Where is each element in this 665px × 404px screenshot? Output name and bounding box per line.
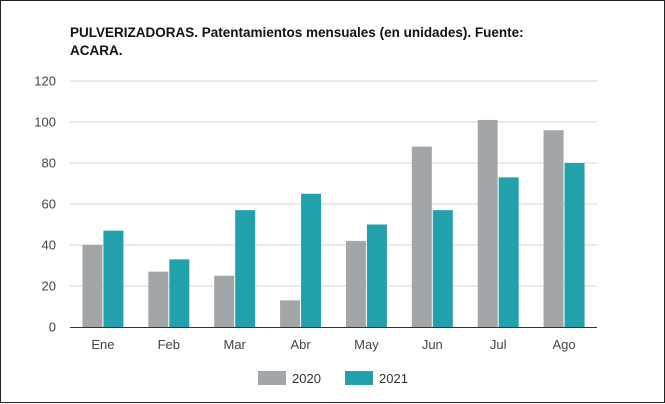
y-axis-ticks: 0 20 40 60 80 100 120 [34,74,56,335]
legend-swatch-2021 [345,371,373,385]
bar-2020-Ago [543,130,564,327]
x-tick-label: May [354,337,379,352]
y-tick-label: 20 [42,279,56,294]
bars [82,119,585,327]
y-tick-label: 0 [49,320,56,335]
legend-swatch-2020 [258,371,286,385]
bar-2020-Abr [280,300,301,327]
y-tick-label: 100 [34,115,56,130]
bar-2020-Jun [411,146,432,327]
x-tick-label: Ene [91,337,114,352]
bar-2021-Feb [169,259,190,327]
x-tick-label: Jun [422,337,443,352]
x-tick-label: Abr [290,337,311,352]
bar-2020-Jul [477,119,498,327]
bar-2020-Feb [148,271,169,327]
x-tick-label: Jul [490,337,507,352]
x-tick-label: Feb [158,337,180,352]
bar-2021-Mar [235,210,256,327]
y-tick-label: 80 [42,156,56,171]
bar-2021-Ene [103,230,124,327]
bar-2021-Abr [301,193,322,327]
bar-2020-Ene [82,245,103,327]
y-tick-label: 40 [42,238,56,253]
x-tick-label: Ago [552,337,575,352]
y-tick-label: 120 [34,74,56,89]
bar-2021-Ago [564,163,585,327]
bar-2020-Mar [214,275,235,327]
bar-2021-May [366,224,387,327]
x-tick-label: Mar [223,337,246,352]
y-tick-label: 60 [42,197,56,212]
chart-title: PULVERIZADORAS. Patentamientos mensuales… [70,25,524,58]
legend-label-2021: 2021 [379,371,408,386]
bar-2021-Jun [432,210,453,327]
bar-2020-May [345,240,366,327]
legend-label-2020: 2020 [292,371,321,386]
legend: 2020 2021 [258,371,408,386]
x-axis-ticks: Ene Feb Mar Abr May Jun Jul Ago [91,337,575,352]
bar-2021-Jul [498,177,519,327]
